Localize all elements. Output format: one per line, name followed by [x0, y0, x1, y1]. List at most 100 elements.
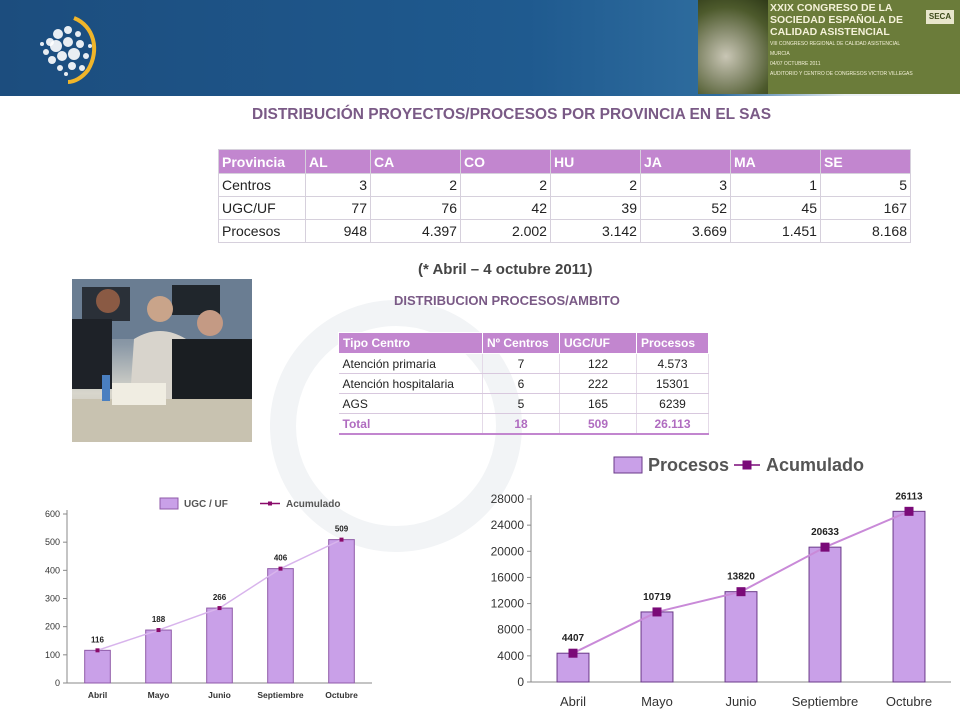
table-cell: 39 — [549, 196, 641, 220]
legend-label-bars: Procesos — [648, 455, 729, 475]
y-tick-label: 28000 — [491, 492, 525, 506]
table-cell: 1 — [729, 173, 821, 197]
legend-marker-swatch — [268, 501, 272, 506]
row-label: AGS — [338, 393, 483, 414]
data-point — [736, 587, 746, 597]
bar — [892, 510, 926, 683]
photo-illustration — [72, 279, 252, 442]
logo-dot — [83, 53, 89, 59]
header-cell: HU — [549, 149, 641, 174]
table-cell: 15301 — [636, 373, 709, 394]
y-tick-label: 12000 — [491, 597, 525, 611]
table-cell: 222 — [559, 373, 637, 394]
table-cell: 167 — [819, 196, 912, 220]
x-tick-label: Junio — [725, 694, 756, 709]
team-meeting-photo — [72, 279, 252, 442]
data-label: 10719 — [643, 592, 671, 603]
y-tick-label: 16000 — [491, 570, 525, 584]
banner-subtitle: VIII CONGRESO REGIONAL DE CALIDAD ASISTE… — [770, 41, 901, 47]
x-tick-label: Abril — [88, 690, 107, 700]
logo-dot — [40, 42, 44, 46]
row-label: UGC/UF — [218, 196, 306, 220]
table-cell: 4.397 — [369, 219, 461, 243]
x-tick-label: Mayo — [148, 690, 170, 700]
y-tick-label: 200 — [45, 622, 60, 632]
row-label: Atención hospitalaria — [338, 373, 483, 394]
table-row: Centros 3 2 2 2 3 1 5 — [218, 173, 912, 197]
header-cell: AL — [305, 149, 371, 174]
table-cell: 2 — [549, 173, 641, 197]
data-label: 26113 — [895, 491, 923, 502]
logo-dot — [68, 48, 80, 60]
data-label: 266 — [213, 593, 227, 602]
y-tick-label: 100 — [45, 650, 60, 660]
banner-city: MURCIA — [770, 51, 790, 57]
logo-dot — [53, 29, 63, 39]
bar — [328, 539, 355, 684]
header-cell: Tipo Centro — [338, 332, 483, 354]
y-tick-label: 0 — [55, 678, 60, 688]
table-cell: 3 — [639, 173, 731, 197]
table-row: Procesos 948 4.397 2.002 3.142 3.669 1.4… — [218, 219, 912, 243]
y-tick-label: 20000 — [491, 544, 525, 558]
total-cell: 18 — [482, 413, 560, 435]
y-tick-label: 400 — [45, 565, 60, 575]
banner-text: XXIX CONGRESO DE LA SOCIEDAD ESPAÑOLA DE… — [770, 2, 958, 78]
data-label: 20633 — [811, 527, 839, 538]
header-cell: SE — [819, 149, 912, 174]
table-cell: 2 — [459, 173, 551, 197]
banner-dates: 04/07 OCTUBRE 2011 — [770, 61, 821, 67]
data-point — [904, 506, 914, 516]
bar — [640, 611, 674, 683]
data-point — [278, 566, 283, 571]
legend-label-line: Acumulado — [286, 499, 340, 510]
table-cell: 2 — [369, 173, 461, 197]
header-cell: MA — [729, 149, 821, 174]
logo-dot — [64, 72, 68, 76]
logo-dot — [48, 56, 56, 64]
dotted-globe-logo-icon — [40, 16, 97, 84]
x-tick-label: Junio — [208, 690, 231, 700]
table-cell: 52 — [639, 196, 731, 220]
total-row: Total 18 509 26.113 — [338, 413, 709, 435]
y-tick-label: 600 — [45, 509, 60, 519]
section-title-ambito: DISTRIBUCION PROCESOS/AMBITO — [394, 293, 620, 308]
y-tick-label: 8000 — [497, 623, 524, 637]
data-point — [217, 606, 222, 611]
row-label: Atención primaria — [338, 353, 483, 374]
y-tick-label: 4000 — [497, 649, 524, 663]
legend-bar-swatch — [613, 456, 643, 474]
table-cell: 4.573 — [636, 353, 709, 374]
table-cell: 7 — [482, 353, 560, 374]
x-tick-label: Abril — [560, 694, 586, 709]
date-range-note: (* Abril – 4 octubre 2011) — [418, 261, 593, 278]
table-header-row: Provincia AL CA CO HU JA MA SE — [218, 149, 912, 174]
data-label: 406 — [274, 554, 288, 563]
y-tick-label: 24000 — [491, 518, 525, 532]
row-label: Centros — [218, 173, 306, 197]
table-cell: 3.669 — [639, 219, 731, 243]
table-cell: 6 — [482, 373, 560, 394]
logo-dot — [43, 49, 49, 55]
data-label: 4407 — [562, 633, 585, 644]
y-tick-label: 500 — [45, 537, 60, 547]
y-tick-label: 300 — [45, 594, 60, 604]
total-cell: 26.113 — [636, 413, 709, 435]
table-row: UGC/UF 77 76 42 39 52 45 167 — [218, 196, 912, 220]
banner-title-line-2: SOCIEDAD ESPAÑOLA DE — [770, 14, 904, 26]
x-tick-label: Mayo — [641, 694, 673, 709]
table-cell: 77 — [305, 196, 371, 220]
logo-dot — [50, 40, 62, 52]
table-cell: 6239 — [636, 393, 709, 414]
ambito-table: Tipo Centro Nº Centros UGC/UF Procesos A… — [338, 332, 709, 435]
total-label: Total — [338, 413, 483, 435]
logo-dot — [57, 65, 63, 71]
section-title-provincia: DISTRIBUCIÓN PROYECTOS/PROCESOS POR PROV… — [252, 106, 772, 123]
data-point — [339, 537, 344, 542]
table-cell: 42 — [459, 196, 551, 220]
logo-dot — [76, 40, 84, 48]
bar — [84, 649, 111, 684]
data-point — [652, 607, 662, 617]
congress-banner: XXIX CONGRESO DE LA SOCIEDAD ESPAÑOLA DE… — [698, 0, 960, 94]
table-cell: 45 — [729, 196, 821, 220]
